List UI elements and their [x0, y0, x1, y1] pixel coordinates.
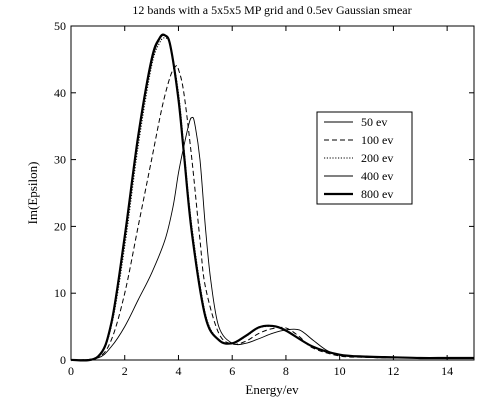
legend-label: 200 ev	[361, 151, 393, 165]
y-axis-label: Im(Epsilon)	[25, 162, 40, 225]
plot-frame	[70, 25, 475, 361]
series-lines	[70, 33, 474, 362]
series-line-1	[70, 116, 474, 361]
x-tick-label: 10	[334, 364, 346, 378]
legend: 50 ev 100 ev 200 ev 400 ev 800 ev	[316, 111, 413, 205]
x-tick-label: 14	[441, 364, 453, 378]
x-tick-label: 4	[175, 364, 181, 378]
x-tick-label: 8	[283, 364, 289, 378]
x-tick-label: 6	[229, 364, 235, 378]
y-tick-label: 10	[54, 286, 66, 300]
legend-label: 50 ev	[361, 115, 387, 129]
x-tick-label: 2	[122, 364, 128, 378]
x-axis-label: Energy/ev	[245, 382, 299, 397]
series-line-5	[70, 33, 474, 362]
x-tick-label: 12	[387, 364, 399, 378]
chart-title: 12 bands with a 5x5x5 MP grid and 0.5ev …	[132, 3, 411, 17]
y-tick-label: 30	[54, 153, 66, 167]
legend-label: 800 ev	[361, 187, 393, 201]
legend-label: 400 ev	[361, 169, 393, 183]
y-tick-label: 0	[60, 353, 66, 367]
x-tick-label: 0	[68, 364, 74, 378]
series-line-2	[70, 64, 474, 361]
y-tick-label: 20	[54, 219, 66, 233]
axis-ticks: 0 2 4 6 8 10 12 14 0 10 20 30 40 50	[54, 19, 474, 378]
legend-label: 100 ev	[361, 133, 393, 147]
y-tick-label: 40	[54, 86, 66, 100]
y-tick-label: 50	[54, 19, 66, 33]
series-line-3	[70, 37, 474, 361]
